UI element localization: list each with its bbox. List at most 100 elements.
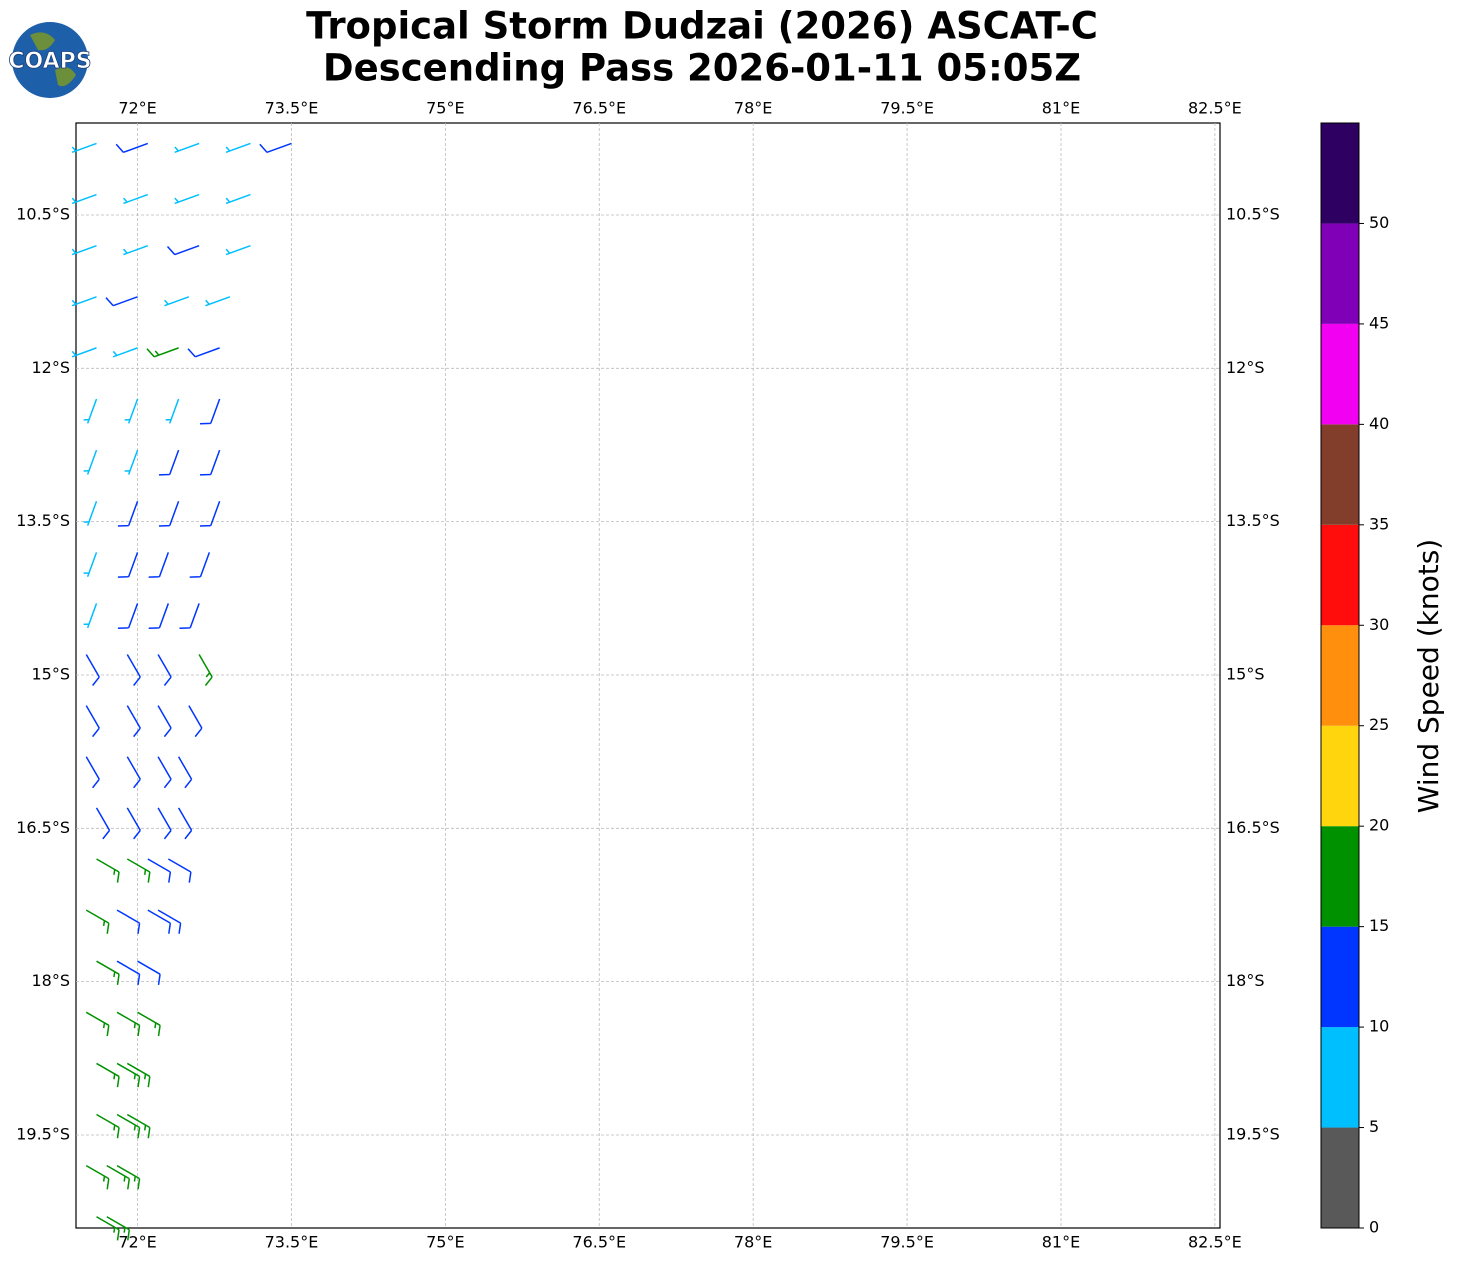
wind-barb [105, 296, 138, 307]
wind-barb [158, 449, 180, 476]
wind-barb [177, 756, 193, 789]
wind-barb [225, 244, 251, 256]
wind-barb [96, 858, 120, 883]
colorbar-tick-label: 25 [1369, 715, 1389, 734]
wind-barb [148, 603, 170, 629]
wind-barb [225, 193, 251, 205]
wind-barb [126, 705, 141, 738]
colorbar-tick-label: 5 [1369, 1117, 1379, 1136]
x-tick-label: 75°E [426, 99, 464, 118]
wind-barb [157, 654, 172, 686]
colorbar-bin [1321, 223, 1359, 324]
wind-barb [116, 1011, 141, 1037]
wind-barb [106, 1216, 131, 1241]
wind-barb [116, 909, 141, 934]
colorbar-bin [1321, 1027, 1359, 1128]
wind-barb [137, 1011, 161, 1037]
wind-barb [126, 654, 141, 686]
wind-barb [106, 1165, 131, 1190]
wind-barb [157, 705, 172, 738]
y-tick-label: 15°S [31, 664, 70, 683]
plot-frame [75, 122, 1221, 1229]
colorbar-tick-label: 0 [1369, 1218, 1379, 1237]
colorbar-bin [1321, 826, 1359, 927]
wind-barb [177, 807, 193, 840]
x-tick-label: 73.5°E [265, 99, 319, 118]
x-tick-label: 81°E [1042, 99, 1080, 118]
wind-barb [146, 347, 179, 358]
colorbar-tick-label: 45 [1369, 313, 1389, 332]
wind-barb [117, 603, 139, 629]
wind-barb [85, 654, 100, 686]
x-tick-label: 82.5°E [1188, 99, 1242, 118]
x-tick-label: 75°E [426, 1233, 464, 1252]
y-tick-label: 13.5°S [16, 511, 70, 530]
colorbar-tick-label: 50 [1369, 213, 1389, 232]
colorbar-bin [1321, 323, 1359, 425]
x-tick-label: 73.5°E [265, 1233, 319, 1252]
wind-barb [122, 244, 149, 256]
wind-barb [167, 858, 192, 883]
wind-barb [83, 500, 98, 526]
wind-barb [165, 398, 180, 424]
x-tick-label: 79.5°E [880, 1233, 934, 1252]
wind-barb [83, 449, 98, 475]
wind-barb [96, 1062, 120, 1088]
colorbar-tick-label: 35 [1369, 514, 1389, 533]
x-tick-label: 72°E [118, 99, 156, 118]
x-tick-label: 78°E [734, 99, 772, 118]
wind-barb [83, 552, 98, 578]
colorbar-tick-label: 30 [1369, 615, 1389, 634]
x-tick-label: 79.5°E [880, 99, 934, 118]
wind-barb [147, 858, 172, 883]
wind-barb [189, 552, 211, 578]
colorbar-bin [1321, 625, 1359, 726]
wind-barb [198, 654, 213, 686]
y-tick-label: 15°S [1226, 664, 1265, 683]
colorbar-tick-label: 10 [1369, 1017, 1389, 1036]
colorbar-tick-label: 40 [1369, 414, 1389, 433]
wind-barb [85, 705, 100, 738]
x-tick-label: 72°E [118, 1233, 156, 1252]
colorbar-bin [1321, 424, 1359, 525]
wind-barb [115, 142, 149, 154]
wind-barb [96, 1113, 120, 1139]
x-tick-label: 82.5°E [1188, 1233, 1242, 1252]
wind-barb [83, 398, 98, 424]
wind-barb [157, 756, 172, 789]
logo-land [30, 32, 76, 87]
wind-barb [199, 398, 221, 425]
wind-barb [174, 193, 200, 205]
y-tick-label: 16.5°S [1226, 818, 1280, 837]
wind-barb [71, 244, 97, 256]
wind-barb [96, 1216, 120, 1241]
wind-barb [126, 756, 141, 789]
wind-barb [126, 1113, 151, 1139]
wind-barb [199, 449, 221, 476]
wind-barb [71, 296, 97, 307]
x-tick-label: 76.5°E [572, 99, 626, 118]
wind-barb [158, 500, 180, 527]
wind-barb [148, 552, 170, 578]
colorbar-tick-label: 20 [1369, 816, 1389, 835]
wind-barb [126, 807, 141, 840]
x-tick-label: 76.5°E [572, 1233, 626, 1252]
colorbar-bin [1321, 524, 1359, 626]
x-tick-label: 81°E [1042, 1233, 1080, 1252]
y-tick-label: 12°S [31, 358, 70, 377]
wind-barb [164, 296, 190, 307]
colorbar-bin [1321, 725, 1359, 827]
y-tick-label: 19.5°S [1226, 1124, 1280, 1143]
wind-barb [95, 807, 111, 840]
wind-barb [116, 1165, 141, 1190]
y-tick-label: 10.5°S [16, 204, 70, 223]
wind-barb [188, 705, 203, 738]
chart-title: Tropical Storm Dudzai (2026) ASCAT-C [306, 5, 1098, 48]
wind-barb [225, 142, 251, 154]
wind-barb [116, 1113, 141, 1139]
y-tick-label: 16.5°S [16, 818, 70, 837]
wind-barb [157, 807, 172, 840]
wind-barb [179, 603, 200, 629]
wind-barb [116, 960, 141, 985]
